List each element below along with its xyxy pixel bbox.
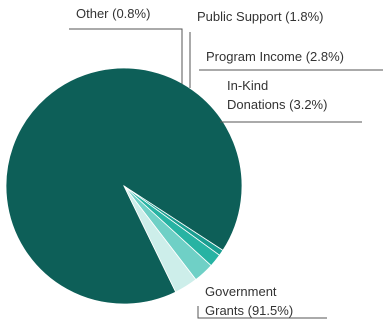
leader-line-government-grants [197, 306, 327, 319]
pie-slice-in-kind-donations [123, 185, 197, 293]
slice-label-in-kind-donations: In-Kind Donations (3.2%) [227, 78, 327, 112]
slice-label-program-income: Program Income (2.8%) [206, 49, 344, 64]
slice-label-line: In-Kind [227, 78, 268, 93]
slice-label-public-support: Public Support (1.8%) [197, 9, 323, 24]
slice-label-other: Other (0.8%) [76, 6, 150, 21]
slice-label-line: Other (0.8%) [76, 6, 150, 21]
slice-label-line: Program Income (2.8%) [206, 49, 344, 64]
slice-label-government-grants: Government Grants (91.5%) [205, 284, 293, 318]
slice-label-line: Government [205, 284, 277, 299]
slice-label-line: Donations (3.2%) [227, 97, 327, 112]
slice-label-line: Public Support (1.8%) [197, 9, 323, 24]
slice-label-line: Grants (91.5%) [205, 303, 293, 318]
leader-line-other [69, 28, 183, 84]
